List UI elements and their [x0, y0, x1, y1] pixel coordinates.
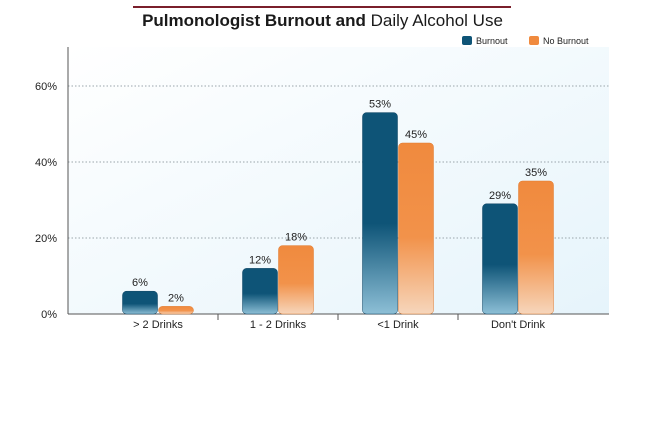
- chart-title-regular: Daily Alcohol Use: [370, 11, 503, 30]
- legend-label: No Burnout: [543, 36, 589, 46]
- bar-burnout: [122, 290, 158, 315]
- bar-burnout: [362, 112, 398, 315]
- chart-title: Pulmonologist Burnout and Daily Alcohol …: [0, 11, 645, 31]
- legend-label: Burnout: [476, 36, 508, 46]
- category-label: <1 Drink: [377, 319, 419, 331]
- bar-no-burnout: [278, 245, 314, 315]
- category-label: 1 - 2 Drinks: [250, 319, 307, 331]
- chart-title-bold: Pulmonologist Burnout and: [142, 11, 366, 30]
- bar-no-burnout: [158, 306, 194, 315]
- category-label: > 2 Drinks: [133, 319, 183, 331]
- data-label: 29%: [489, 190, 511, 202]
- data-label: 18%: [285, 232, 307, 244]
- y-tick-label: 20%: [35, 233, 57, 245]
- data-label: 45%: [405, 129, 427, 141]
- bar-burnout: [482, 203, 518, 315]
- category-label: Don't Drink: [491, 319, 546, 331]
- title-rule: [133, 6, 511, 8]
- data-label: 12%: [249, 254, 271, 266]
- legend-swatch: [462, 36, 472, 45]
- bar-no-burnout: [518, 180, 554, 315]
- data-label: 2%: [168, 292, 184, 304]
- y-tick-label: 0%: [41, 309, 57, 321]
- data-label: 6%: [132, 277, 148, 289]
- data-label: 53%: [369, 99, 391, 111]
- bar-burnout: [242, 268, 278, 315]
- data-label: 35%: [525, 167, 547, 179]
- bar-no-burnout: [398, 142, 434, 315]
- y-tick-label: 40%: [35, 157, 57, 169]
- legend-swatch: [529, 36, 539, 45]
- y-tick-label: 60%: [35, 81, 57, 93]
